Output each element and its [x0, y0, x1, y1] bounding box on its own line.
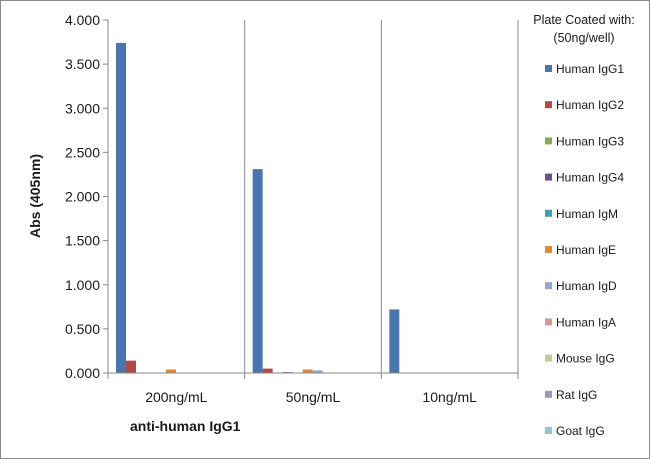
- legend-item: Goat IgG: [545, 424, 605, 438]
- legend-swatch: [545, 246, 552, 253]
- bar-human-igg2: [262, 368, 273, 373]
- legend-swatch: [545, 101, 552, 109]
- bar-human-igg1: [252, 169, 263, 373]
- x-tick-label: 10ng/mL: [422, 389, 477, 405]
- legend-label: Human IgA: [556, 315, 616, 329]
- y-tick-label: 1.000: [65, 277, 100, 293]
- tick-labels: 0.000 0.500 1.000 1.500 2.000 2.500 3.000 3.500…: [65, 12, 477, 405]
- legend-label: Human IgG4: [556, 171, 624, 185]
- bar-human-ige: [166, 369, 176, 373]
- legend-item: Human IgA: [545, 315, 616, 329]
- legend: Plate Coated with: (50ng/well) Human IgG…: [533, 13, 634, 438]
- legend-swatch: [545, 354, 552, 362]
- legend-swatch: [545, 427, 552, 434]
- legend-swatch: [545, 390, 552, 398]
- legend-swatch: [545, 65, 552, 72]
- legend-label: Goat IgG: [556, 424, 605, 438]
- legend-label: Human IgD: [556, 279, 617, 293]
- legend-label: Human IgE: [556, 243, 616, 257]
- legend-swatch: [545, 282, 552, 290]
- legend-swatch: [545, 137, 552, 145]
- bars: [116, 42, 400, 373]
- legend-item: Human IgG1: [545, 62, 624, 76]
- y-tick-label: 2.500: [65, 144, 100, 160]
- legend-swatch: [545, 209, 552, 217]
- legend-item: Human IgE: [545, 243, 616, 257]
- y-tick-label: 2.000: [65, 189, 100, 205]
- x-tick-label: 200ng/mL: [145, 389, 207, 405]
- axes: [103, 19, 519, 379]
- bar-human-igg2: [126, 360, 136, 373]
- legend-label: Mouse IgG: [556, 352, 615, 366]
- y-tick-label: 3.500: [65, 56, 100, 72]
- legend-swatch: [545, 173, 552, 181]
- legend-label: Human IgG3: [556, 134, 624, 148]
- legend-item: Human IgG4: [545, 171, 624, 185]
- legend-label: Human IgM: [556, 207, 618, 221]
- legend-item: Human IgD: [545, 279, 617, 293]
- legend-label: Human IgG2: [556, 98, 624, 112]
- y-axis-title: Abs (405nm): [27, 154, 43, 238]
- legend-item: Human IgG2: [545, 98, 624, 112]
- legend-item: Human IgM: [545, 207, 618, 221]
- bar-human-ige: [302, 369, 313, 373]
- legend-item: Rat IgG: [545, 388, 597, 402]
- y-tick-label: 3.000: [65, 100, 100, 116]
- y-tick-label: 1.500: [65, 233, 100, 249]
- x-tick-label: 50ng/mL: [286, 389, 341, 405]
- legend-label: Human IgG1: [556, 62, 624, 76]
- legend-title-line-1: Plate Coated with:: [533, 13, 634, 27]
- legend-title-line-2: (50ng/well): [553, 31, 614, 45]
- legend-item: Mouse IgG: [545, 352, 615, 366]
- y-tick-label: 0.500: [65, 321, 100, 337]
- gridlines: [107, 20, 519, 373]
- x-axis-title: anti-human IgG1: [130, 418, 241, 434]
- legend-item: Human IgG3: [545, 134, 624, 148]
- legend-swatch: [545, 318, 552, 326]
- bar-human-igd: [312, 370, 323, 373]
- bar-human-igg1: [116, 42, 126, 373]
- bar-human-igg1: [389, 309, 400, 373]
- y-tick-label: 0.000: [65, 365, 100, 381]
- y-tick-label: 4.000: [65, 12, 100, 28]
- legend-label: Rat IgG: [556, 388, 597, 402]
